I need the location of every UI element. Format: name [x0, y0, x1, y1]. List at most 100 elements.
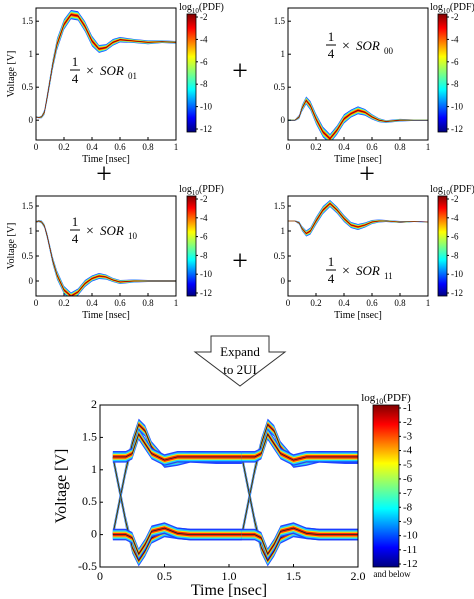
colorbar-tick-label: -10	[200, 102, 212, 112]
colorbar-tick-label: -4	[451, 34, 459, 44]
fraction-numerator: 1	[72, 214, 79, 229]
fraction-denominator: 4	[328, 46, 335, 61]
trace-band	[288, 99, 428, 140]
x-tick-label: 1	[174, 298, 179, 308]
x-tick-label: 0.8	[142, 298, 154, 308]
axes-frame	[287, 195, 429, 297]
plus-operator: +	[232, 246, 248, 277]
colorbar-tick-label: -10	[451, 102, 463, 112]
x-tick-label: 0.4	[86, 298, 98, 308]
colorbar-tick-label: -8	[403, 501, 413, 513]
times-sign: ×	[86, 224, 94, 239]
x-tick-label: 0.6	[114, 298, 126, 308]
transition-band	[112, 418, 242, 541]
transition-band	[112, 420, 242, 539]
axes-frame	[35, 7, 177, 141]
colorbar-label: log10(PDF)	[430, 184, 474, 197]
y-tick-label: 0.5	[82, 494, 97, 508]
expand-label: to 2UI	[223, 362, 257, 377]
y-tick-label: 1.5	[82, 429, 97, 443]
y-tick-label: 1.5	[274, 16, 286, 26]
transition-band	[112, 526, 242, 556]
colorbar-tick-label: -1	[403, 402, 412, 414]
plot-area	[36, 220, 176, 296]
fraction-numerator: 1	[72, 54, 79, 69]
colorbar-tick-label: -8	[200, 79, 208, 89]
x-axis-label: Time [nsec]	[334, 154, 382, 165]
colorbar-tick-label: -6	[451, 57, 459, 67]
colorbar-label: log10(PDF)	[361, 392, 411, 406]
colorbar-tick-label: -12	[200, 124, 212, 134]
x-tick-label: 0	[34, 142, 39, 152]
y-tick-label: 0.5	[22, 251, 34, 261]
times-sign: ×	[342, 39, 350, 54]
chart-panel-sor01: 0 0.2 0.4 0.6 0.8 1 0 0.5 1 1.5 Time [nsec] Voltage…	[6, 2, 224, 165]
transition-band	[112, 432, 242, 462]
x-tick-label: 0.8	[394, 298, 406, 308]
colorbar-tick-label: -12	[200, 288, 212, 298]
y-tick-label: 1	[29, 49, 34, 59]
colorbar-label: log10(PDF)	[430, 2, 474, 15]
colorbar-tick-label: -6	[200, 57, 208, 67]
scale-annotation: 1 4 × SOR 11	[326, 254, 393, 286]
x-axis-label: Time [nsec]	[82, 154, 130, 165]
colorbar	[186, 13, 197, 133]
colorbar-tick-label: -4	[451, 213, 459, 223]
colorbar	[437, 13, 448, 133]
sor-symbol: SOR	[356, 38, 380, 53]
x-tick-label: 0.2	[310, 298, 321, 308]
x-tick-label: 0.4	[86, 142, 98, 152]
trace-line	[288, 99, 428, 140]
times-sign: ×	[86, 64, 94, 79]
colorbar-tick-label: -2	[451, 194, 459, 204]
x-tick-label: 1.0	[222, 569, 237, 583]
x-tick-label: 0.4	[338, 142, 350, 152]
x-tick-label: 0.2	[310, 142, 321, 152]
sor-subscript: 11	[384, 271, 393, 281]
colorbar-tick-label: -10	[403, 530, 418, 542]
y-tick-label: 1	[91, 462, 97, 476]
colorbar-tick-label: -12	[451, 288, 463, 298]
colorbar-label: log10(PDF)	[179, 2, 224, 15]
trace-line	[36, 14, 176, 118]
x-axis-label: Time [nsec]	[82, 310, 130, 321]
colorbar-tick-label: -8	[200, 250, 208, 260]
y-tick-label: 1.5	[22, 201, 34, 211]
x-tick-label: 0.8	[142, 142, 154, 152]
sor-subscript: 10	[128, 231, 138, 241]
colorbar-tick-label: -2	[451, 12, 459, 22]
colorbar-tick-label: -12	[451, 124, 463, 134]
colorbar-tick-label: -2	[200, 12, 208, 22]
x-tick-label: 0	[286, 298, 291, 308]
plus-operator: +	[359, 159, 375, 190]
transition-line	[241, 433, 358, 461]
y-tick-label: 0	[29, 276, 34, 286]
scale-annotation: 1 4 × SOR 01	[70, 54, 137, 86]
expand-label: Expand	[220, 344, 260, 359]
expand-arrow: Expand to 2UI	[193, 335, 287, 387]
x-tick-label: 0	[286, 142, 291, 152]
colorbar-label: log10(PDF)	[179, 184, 224, 197]
y-tick-label: 0.5	[274, 251, 286, 261]
x-tick-label: 1.5	[286, 569, 301, 583]
y-tick-label: 0.5	[22, 82, 34, 92]
y-tick-label: 1.5	[274, 201, 286, 211]
colorbar	[372, 404, 400, 568]
y-tick-label: 0	[281, 115, 286, 125]
fraction-numerator: 1	[328, 254, 335, 269]
colorbar-tick-label: -3	[403, 430, 413, 442]
transition-band	[112, 431, 242, 463]
transition-line	[112, 527, 242, 555]
trace-line	[288, 203, 428, 234]
transition-band	[241, 420, 358, 539]
chart-panel-sor00: 0 0.2 0.4 0.6 0.8 1 0 0.5 1 1.5 Time [nsec] 1 4 × SOR 0…	[274, 2, 474, 165]
x-tick-label: 0.6	[366, 298, 378, 308]
transition-band	[241, 526, 358, 556]
sor-subscript: 00	[384, 46, 394, 56]
x-axis-label: Time [nsec]	[191, 582, 267, 599]
colorbar-tick-label: -7	[403, 487, 413, 499]
transition-line	[241, 527, 358, 555]
